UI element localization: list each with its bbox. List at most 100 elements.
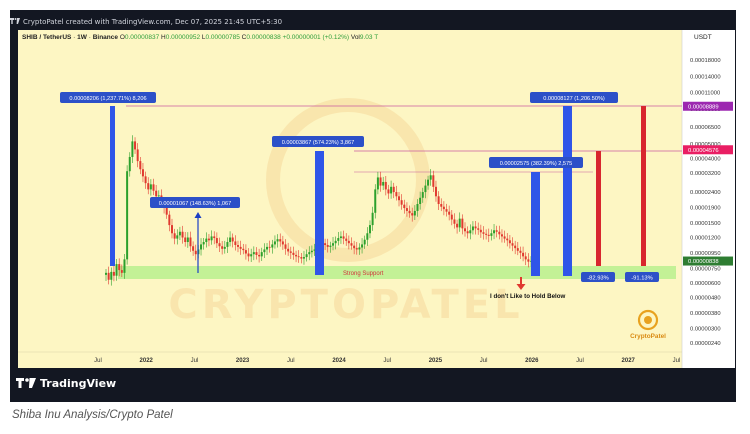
measure-label-3: 0.00003867 (574.23%) 3,867: [272, 136, 364, 147]
candle: [350, 237, 353, 250]
low-label: L: [202, 34, 206, 41]
candle: [487, 228, 490, 243]
candle: [339, 231, 342, 244]
candle: [427, 175, 430, 190]
symbol-legend: SHIB / TetherUS · 1W · Binance O0.000008…: [22, 34, 378, 41]
candle: [524, 252, 527, 266]
candle: [305, 249, 308, 262]
measure-label-5: 0.00008127 (1,206.50%): [530, 92, 618, 103]
candle: [189, 231, 192, 252]
candle: [437, 191, 440, 211]
candle: [469, 224, 472, 240]
candle: [474, 220, 477, 235]
candle: [192, 241, 195, 256]
created-by-text: CryptoPatel created with TradingView.com…: [23, 18, 283, 26]
time-tick-label: 2026: [525, 358, 539, 364]
candle: [221, 241, 224, 255]
candle: [252, 246, 255, 261]
candle: [503, 230, 506, 243]
price-tick-label: 0.00000950: [690, 251, 721, 257]
currency-label[interactable]: USDT: [694, 34, 712, 41]
candle: [250, 248, 253, 262]
price-tick-label: 0.00014000: [690, 74, 721, 80]
time-tick-label: Jul: [673, 358, 681, 364]
candle: [313, 243, 316, 257]
time-tick-label: Jul: [191, 358, 199, 364]
candle: [194, 244, 197, 261]
candle: [347, 235, 350, 250]
candle: [271, 239, 274, 254]
candle: [255, 247, 258, 260]
price-tick-label: 0.00000300: [690, 326, 721, 332]
price-badge: 0.00008889: [683, 101, 733, 111]
candle: [168, 210, 171, 232]
candle: [493, 224, 496, 240]
candle: [118, 258, 121, 277]
cryptopatel-logo-text: CryptoPatel: [630, 333, 666, 340]
figure-caption: Shiba Inu Analysis/Crypto Patel: [12, 409, 173, 421]
price-tick-label: 0.00018000: [690, 58, 721, 64]
symbol-interval: 1W: [77, 34, 88, 41]
candle: [448, 205, 451, 221]
time-tick-label: 2027: [622, 358, 636, 364]
candle: [445, 203, 448, 217]
candle: [408, 205, 411, 218]
candle: [147, 177, 150, 195]
svg-text:0.00008127 (1,206.50%): 0.00008127 (1,206.50%): [543, 96, 605, 102]
candle: [247, 248, 250, 262]
price-tick-label: 0.00011000: [690, 90, 720, 96]
price-badge: 0.00004576: [683, 145, 733, 155]
symbol-pair: SHIB / TetherUS: [22, 34, 72, 41]
blue-measure-bar-2: [315, 151, 324, 275]
candle: [395, 185, 398, 201]
candle: [120, 264, 123, 278]
candle: [479, 224, 482, 238]
candle: [234, 235, 237, 251]
tradingview-brand: TradingView: [40, 377, 117, 390]
candle: [371, 206, 374, 231]
high-label: H: [161, 34, 166, 41]
candle: [485, 229, 488, 240]
time-axis-ticks: Jul 2022 Jul 2023 Jul 2024 Jul 2025 Jul 2026 Jul 20…: [94, 358, 680, 364]
candle: [300, 252, 303, 264]
candle: [450, 210, 453, 226]
candle: [421, 187, 424, 203]
change-value: +0.00000001 (+0.12%): [283, 34, 350, 41]
candle: [236, 240, 239, 253]
candle: [173, 228, 176, 245]
candle: [522, 246, 525, 262]
candle: [374, 184, 377, 219]
open-label: O: [120, 34, 125, 41]
candle: [200, 238, 203, 256]
blue-arrow-head-icon: [194, 212, 202, 218]
candle: [398, 191, 401, 207]
candle: [332, 236, 335, 251]
red-down-arrow-icon: [516, 284, 526, 290]
candle: [295, 250, 298, 263]
candle: [514, 240, 517, 255]
close-label: C: [242, 34, 247, 41]
time-tick-label: Jul: [480, 358, 488, 364]
candle: [516, 241, 519, 256]
symbol-exchange: Binance: [93, 34, 119, 41]
candle: [442, 201, 445, 216]
candle: [440, 198, 443, 212]
candle: [218, 237, 221, 253]
price-chart[interactable]: CRYPTOPATEL SHIB / TetherUS · 1W · Binan…: [18, 30, 735, 368]
price-axis-background: [682, 30, 735, 368]
svg-text:0.00004576: 0.00004576: [688, 148, 719, 154]
price-tick-label: 0.00000240: [690, 341, 721, 347]
candle: [490, 229, 493, 241]
candle: [382, 176, 385, 190]
time-tick-label: 2025: [429, 358, 443, 364]
open-value: 0.00000837: [125, 34, 160, 41]
candle: [136, 143, 139, 168]
blue-measure-bar-4: [563, 106, 572, 276]
candle: [244, 244, 247, 260]
candle: [498, 225, 501, 240]
candle: [215, 232, 218, 249]
candle: [213, 231, 216, 245]
candle: [403, 199, 406, 214]
price-tick-label: 0.00001200: [690, 236, 721, 242]
candle: [184, 232, 187, 247]
